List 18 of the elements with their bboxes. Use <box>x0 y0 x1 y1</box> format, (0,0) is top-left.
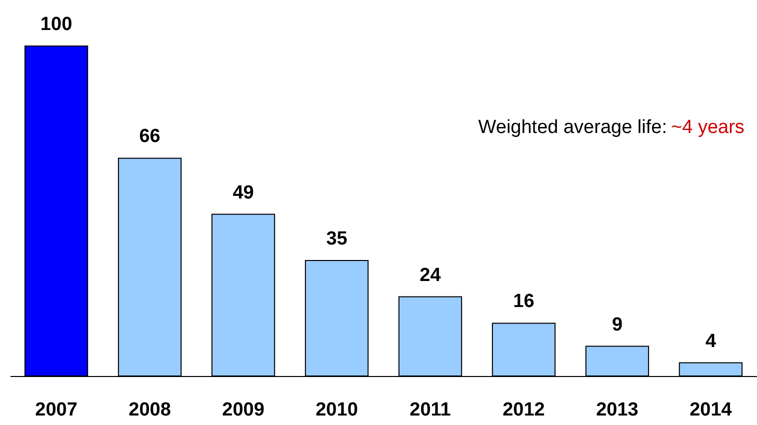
data-label: 35 <box>326 228 348 250</box>
data-label: 16 <box>513 291 534 312</box>
data-label: 24 <box>420 264 442 286</box>
x-tick-label: 2011 <box>410 400 452 420</box>
x-tick-label: 2013 <box>596 400 638 420</box>
x-tick-label: 2010 <box>316 400 358 420</box>
x-tick-label: 2008 <box>128 400 171 420</box>
data-label: 9 <box>612 314 623 336</box>
data-label: 100 <box>40 14 72 35</box>
annotation: Weighted average life: <box>478 117 667 138</box>
x-tick-label: 2012 <box>502 400 545 420</box>
annotation: ~4 years <box>671 117 744 138</box>
data-label: 66 <box>139 126 160 148</box>
data-label: 4 <box>705 330 716 352</box>
x-tick-label: 2007 <box>35 400 78 420</box>
x-tick-label: 2009 <box>222 400 264 420</box>
data-label: 49 <box>232 182 254 204</box>
x-tick-label: 2014 <box>690 400 732 420</box>
